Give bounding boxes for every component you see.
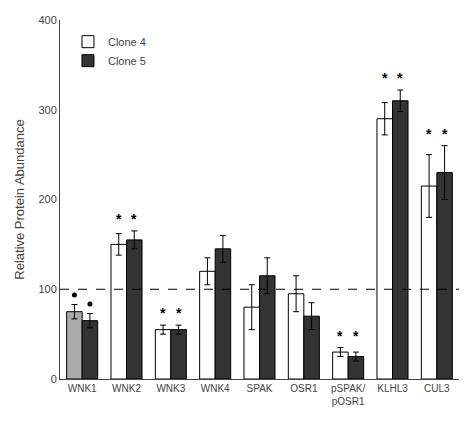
svg-text:*: * [397, 70, 403, 86]
svg-text:*: * [176, 305, 182, 321]
svg-text:Clone 5: Clone 5 [108, 55, 146, 67]
svg-text:SPAK: SPAK [247, 383, 273, 394]
svg-text:Relative Protein Abundance: Relative Protein Abundance [12, 119, 27, 279]
svg-text:*: * [160, 305, 166, 321]
svg-text:*: * [442, 126, 448, 142]
svg-text:100: 100 [38, 283, 56, 295]
svg-text:WNK2: WNK2 [112, 383, 141, 394]
svg-text:WNK3: WNK3 [156, 383, 185, 394]
svg-text:*: * [426, 126, 432, 142]
svg-text:*: * [337, 328, 343, 344]
svg-text:pSPAK/pOSR1: pSPAK/pOSR1 [331, 383, 365, 407]
svg-text:OSR1: OSR1 [290, 383, 318, 394]
svg-text:200: 200 [38, 193, 56, 205]
svg-text:KLHL3: KLHL3 [377, 383, 408, 394]
svg-text:*: * [131, 211, 137, 227]
svg-text:*: * [116, 211, 122, 227]
svg-text:400: 400 [38, 14, 56, 26]
svg-text:*: * [382, 70, 388, 86]
svg-text:Clone 4: Clone 4 [108, 36, 146, 48]
svg-text:WNK1: WNK1 [68, 383, 97, 394]
svg-text:WNK4: WNK4 [201, 383, 230, 394]
svg-text:*: * [353, 328, 359, 344]
svg-text:CUL3: CUL3 [424, 383, 450, 394]
svg-text:0: 0 [51, 373, 57, 385]
svg-text:300: 300 [38, 104, 56, 116]
